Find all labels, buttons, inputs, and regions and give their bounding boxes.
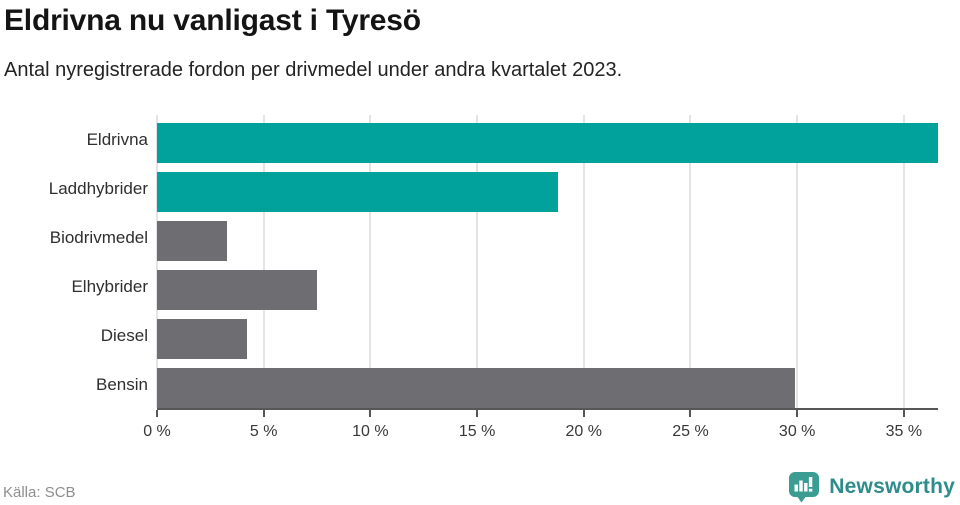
- gridline-10: [369, 115, 372, 408]
- axis-tick-label: 20 %: [565, 423, 602, 440]
- axis-tick-35: [902, 410, 905, 417]
- brand-footer: Newsworthy: [788, 471, 955, 503]
- axis-tick-5: [262, 410, 265, 417]
- axis-tick-label: 10 %: [352, 423, 389, 440]
- gridline-5: [262, 115, 265, 408]
- axis-tick-label: 5 %: [249, 423, 278, 440]
- bar-laddhybrider: [157, 171, 559, 212]
- category-label-biodrivmedel: Biodrivmedel: [49, 227, 148, 247]
- page-subtitle: Antal nyregistrerade fordon per drivmede…: [4, 59, 623, 81]
- axis-tick-label: 0 %: [143, 423, 171, 440]
- gridline-35: [902, 115, 905, 408]
- bar-bensin: [157, 368, 796, 409]
- axis-tick-30: [796, 410, 799, 417]
- axis-tick-label: 30 %: [778, 423, 816, 440]
- gridline-30: [796, 115, 799, 408]
- axis-tick-label: 15 %: [458, 423, 496, 440]
- bar-diesel: [157, 319, 247, 360]
- category-label-bensin: Bensin: [96, 375, 148, 395]
- axis-tick-15: [476, 410, 479, 417]
- axis-tick-label: 35 %: [885, 423, 923, 440]
- axis-tick-label: 25 %: [672, 423, 709, 440]
- gridline-15: [476, 115, 479, 408]
- source-note: Källa: SCB: [3, 484, 76, 501]
- bar-eldrivna: [157, 122, 938, 163]
- page-title: Eldrivna nu vanligast i Tyresö: [4, 4, 421, 37]
- axis-tick-0: [156, 410, 158, 417]
- category-label-eldrivna: Eldrivna: [86, 129, 148, 149]
- axis-tick-20: [582, 410, 585, 417]
- category-label-diesel: Diesel: [100, 326, 148, 346]
- category-label-elhybrider: Elhybrider: [71, 277, 148, 297]
- brand-name: Newsworthy: [829, 475, 955, 498]
- bar-elhybrider: [157, 270, 318, 310]
- gridline-25: [689, 115, 692, 408]
- category-label-laddhybrider: Laddhybrider: [48, 178, 148, 198]
- axis-tick-10: [369, 410, 372, 417]
- bar-biodrivmedel: [157, 220, 228, 261]
- category-labels: Eldrivna Laddhybrider Biodrivmedel Elhybrid…: [0, 115, 148, 410]
- x-axis: 0 % 5 % 10 % 15 % 20 % 25 % 30 % 35 %: [143, 410, 938, 455]
- newsworthy-logo-icon: [789, 472, 820, 503]
- plot-area: [156, 115, 938, 410]
- axis-tick-25: [689, 410, 692, 417]
- gridline-0: [156, 115, 158, 408]
- gridline-20: [582, 115, 585, 408]
